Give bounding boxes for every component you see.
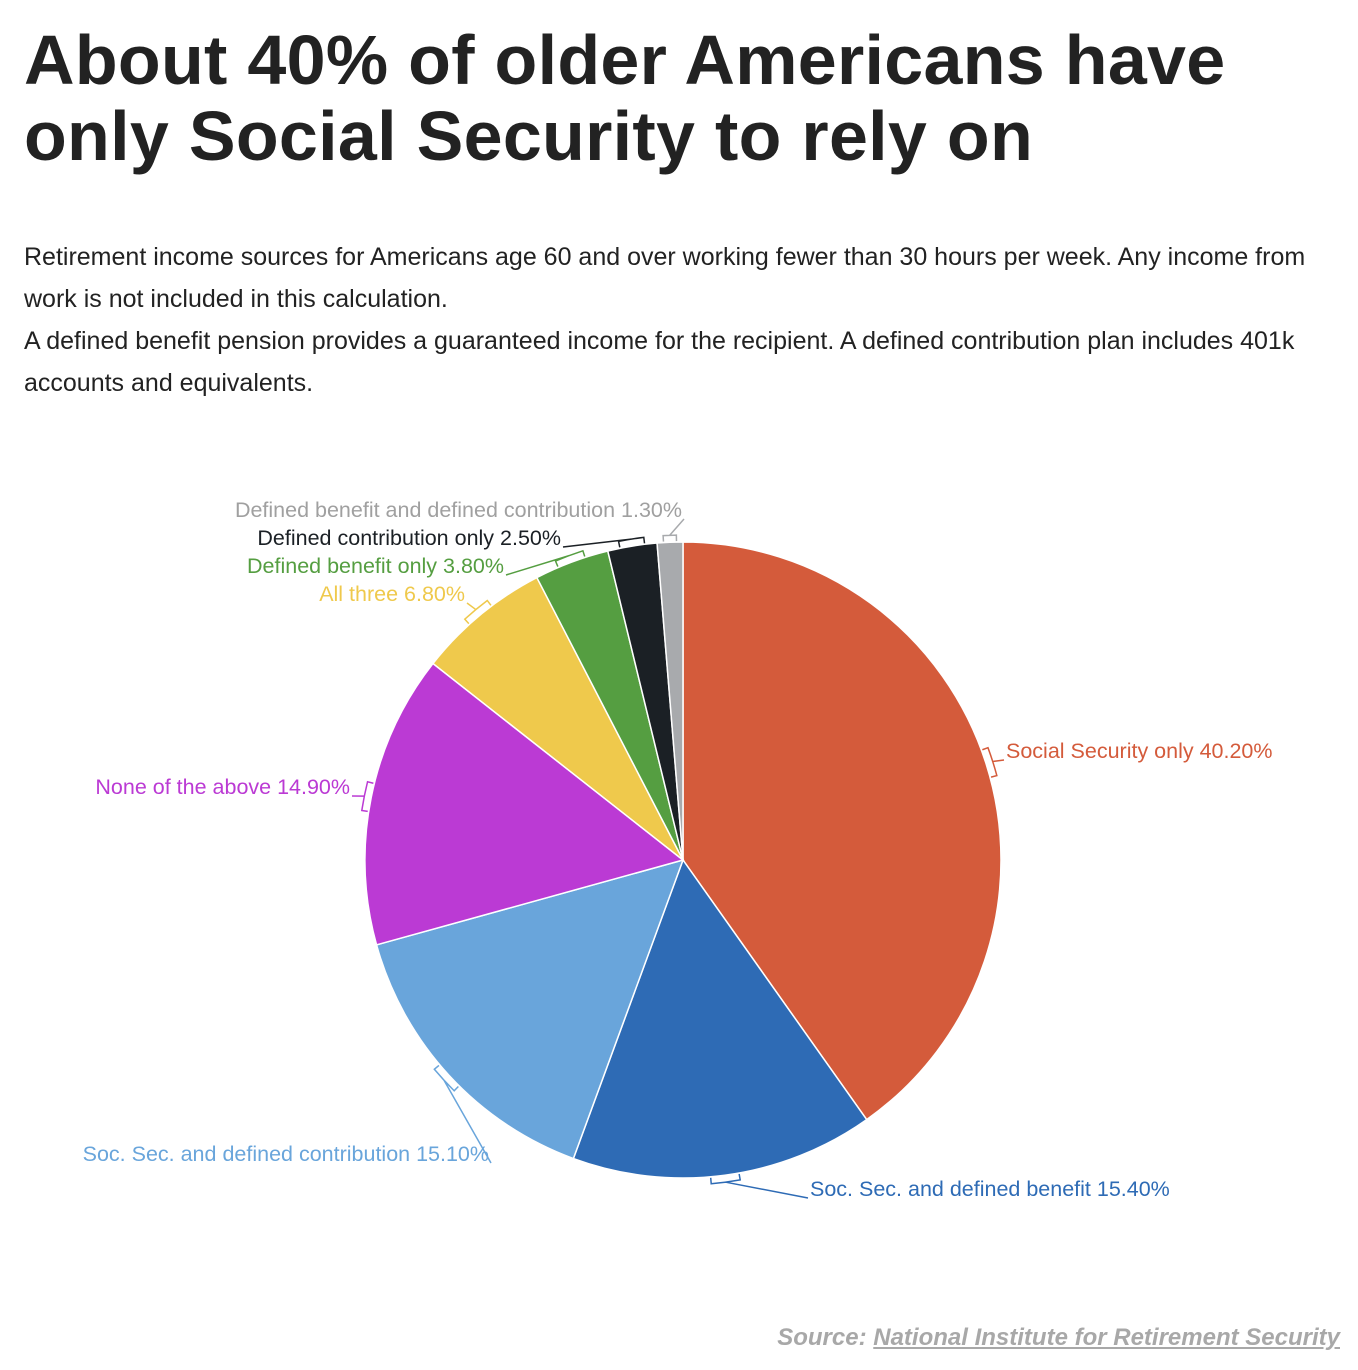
- slice-label: None of the above 14.90%: [95, 775, 350, 799]
- source-note: Source: National Institute for Retiremen…: [777, 1324, 1340, 1352]
- leader-line: [351, 780, 374, 813]
- leader-line: [709, 1173, 809, 1199]
- pie-slice[interactable]: [656, 541, 684, 861]
- pie-slice[interactable]: [364, 662, 685, 946]
- leader-line: [463, 599, 492, 625]
- leader-line: [505, 549, 586, 576]
- pie-chart: Social Security only 40.20% Soc. Sec. and…: [83, 498, 1273, 1201]
- pie-slice[interactable]: [682, 541, 1002, 1121]
- leader-line: [662, 518, 685, 542]
- slice-label: Soc. Sec. and defined contribution 15.10…: [83, 1142, 489, 1166]
- subtitle-line: A defined benefit pension provides a gua…: [24, 327, 1295, 397]
- slice-label: Social Security only 40.20%: [1006, 739, 1273, 763]
- chart-subtitle: Retirement income sources for Americans …: [24, 236, 1334, 404]
- leader-line: [982, 746, 1005, 778]
- slice-label: Defined benefit and defined contribution…: [235, 498, 682, 522]
- subtitle-line: Retirement income sources for Americans …: [24, 243, 1306, 313]
- leader-line: [433, 1064, 492, 1164]
- slice-label: Defined benefit only 3.80%: [247, 554, 504, 578]
- pie-slice[interactable]: [431, 576, 684, 861]
- slice-label: Soc. Sec. and defined benefit 15.40%: [810, 1177, 1170, 1201]
- leader-line: [562, 536, 646, 548]
- source-link[interactable]: National Institute for Retirement Securi…: [873, 1324, 1340, 1351]
- pie-slice[interactable]: [572, 858, 868, 1179]
- page-title: About 40% of older Americans have only S…: [24, 21, 1226, 175]
- pie-slices: [364, 541, 1002, 1179]
- source-prefix: Source:: [777, 1324, 874, 1351]
- label-leader-lines: [351, 518, 1005, 1199]
- pie-slice[interactable]: [375, 858, 685, 1160]
- slice-label: Defined contribution only 2.50%: [257, 526, 561, 550]
- slice-labels: Social Security only 40.20% Soc. Sec. and…: [83, 498, 1273, 1201]
- slice-label: All three 6.80%: [319, 582, 465, 606]
